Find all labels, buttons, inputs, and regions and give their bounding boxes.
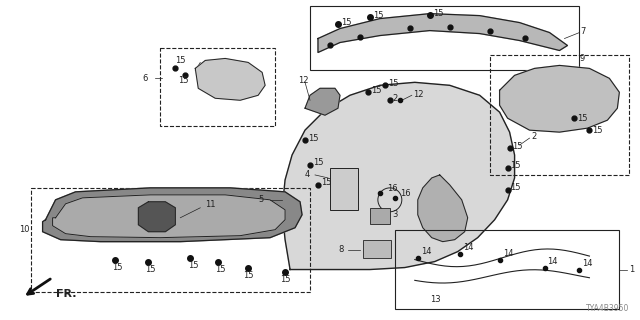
Polygon shape (305, 88, 340, 115)
Text: 15: 15 (188, 261, 199, 270)
Text: 8: 8 (338, 245, 343, 254)
Text: 14: 14 (582, 259, 593, 268)
Text: 1: 1 (629, 265, 635, 274)
Text: 12: 12 (298, 76, 308, 85)
Text: 16: 16 (400, 189, 410, 198)
Text: 15: 15 (388, 79, 398, 88)
Text: 15: 15 (145, 265, 156, 274)
Text: 15: 15 (308, 133, 319, 143)
Text: 15: 15 (313, 158, 323, 167)
Polygon shape (138, 202, 175, 232)
Bar (395, 230, 620, 309)
Bar (363, 240, 391, 258)
Text: 6: 6 (142, 74, 148, 83)
Text: 15: 15 (513, 141, 523, 151)
Text: 14: 14 (420, 247, 431, 256)
Text: 2: 2 (393, 94, 398, 103)
Text: 16: 16 (387, 184, 397, 193)
Text: 7: 7 (580, 27, 586, 36)
Bar (310, 6, 579, 70)
Text: 15: 15 (373, 11, 383, 20)
Polygon shape (52, 195, 285, 238)
Bar (161, 49, 275, 126)
Text: 15: 15 (371, 86, 381, 95)
Text: 11: 11 (205, 200, 216, 209)
Text: 15: 15 (511, 183, 521, 192)
Text: 15: 15 (175, 56, 186, 65)
Text: 15: 15 (179, 76, 189, 85)
Text: 14: 14 (463, 243, 473, 252)
Text: FR.: FR. (56, 289, 76, 300)
Polygon shape (282, 82, 515, 269)
Text: 15: 15 (577, 114, 588, 123)
Text: 9: 9 (579, 54, 585, 63)
Text: 15: 15 (113, 263, 123, 272)
Text: 13: 13 (430, 295, 440, 304)
Text: 15: 15 (593, 126, 603, 135)
Text: 12: 12 (413, 90, 423, 99)
Text: 5: 5 (258, 195, 264, 204)
Polygon shape (195, 59, 265, 100)
Text: 14: 14 (547, 257, 558, 266)
Text: 14: 14 (502, 249, 513, 258)
Polygon shape (500, 65, 620, 132)
Text: 15: 15 (321, 179, 332, 188)
Bar (490, 55, 629, 175)
Bar (31, 188, 310, 292)
Bar (370, 208, 390, 224)
Text: TYA4B3950: TYA4B3950 (586, 304, 629, 313)
Text: 15: 15 (280, 275, 291, 284)
Text: 4: 4 (305, 171, 310, 180)
Polygon shape (43, 188, 302, 242)
Text: 3: 3 (392, 210, 397, 219)
Text: 15: 15 (341, 18, 351, 27)
Bar (330, 168, 358, 210)
Text: 15: 15 (243, 271, 253, 280)
Text: 10: 10 (19, 225, 29, 234)
Text: 2: 2 (532, 132, 537, 140)
Polygon shape (318, 14, 568, 52)
Text: 15: 15 (215, 265, 226, 274)
Polygon shape (418, 175, 468, 242)
Text: 15: 15 (511, 162, 521, 171)
Text: 15: 15 (433, 9, 444, 18)
